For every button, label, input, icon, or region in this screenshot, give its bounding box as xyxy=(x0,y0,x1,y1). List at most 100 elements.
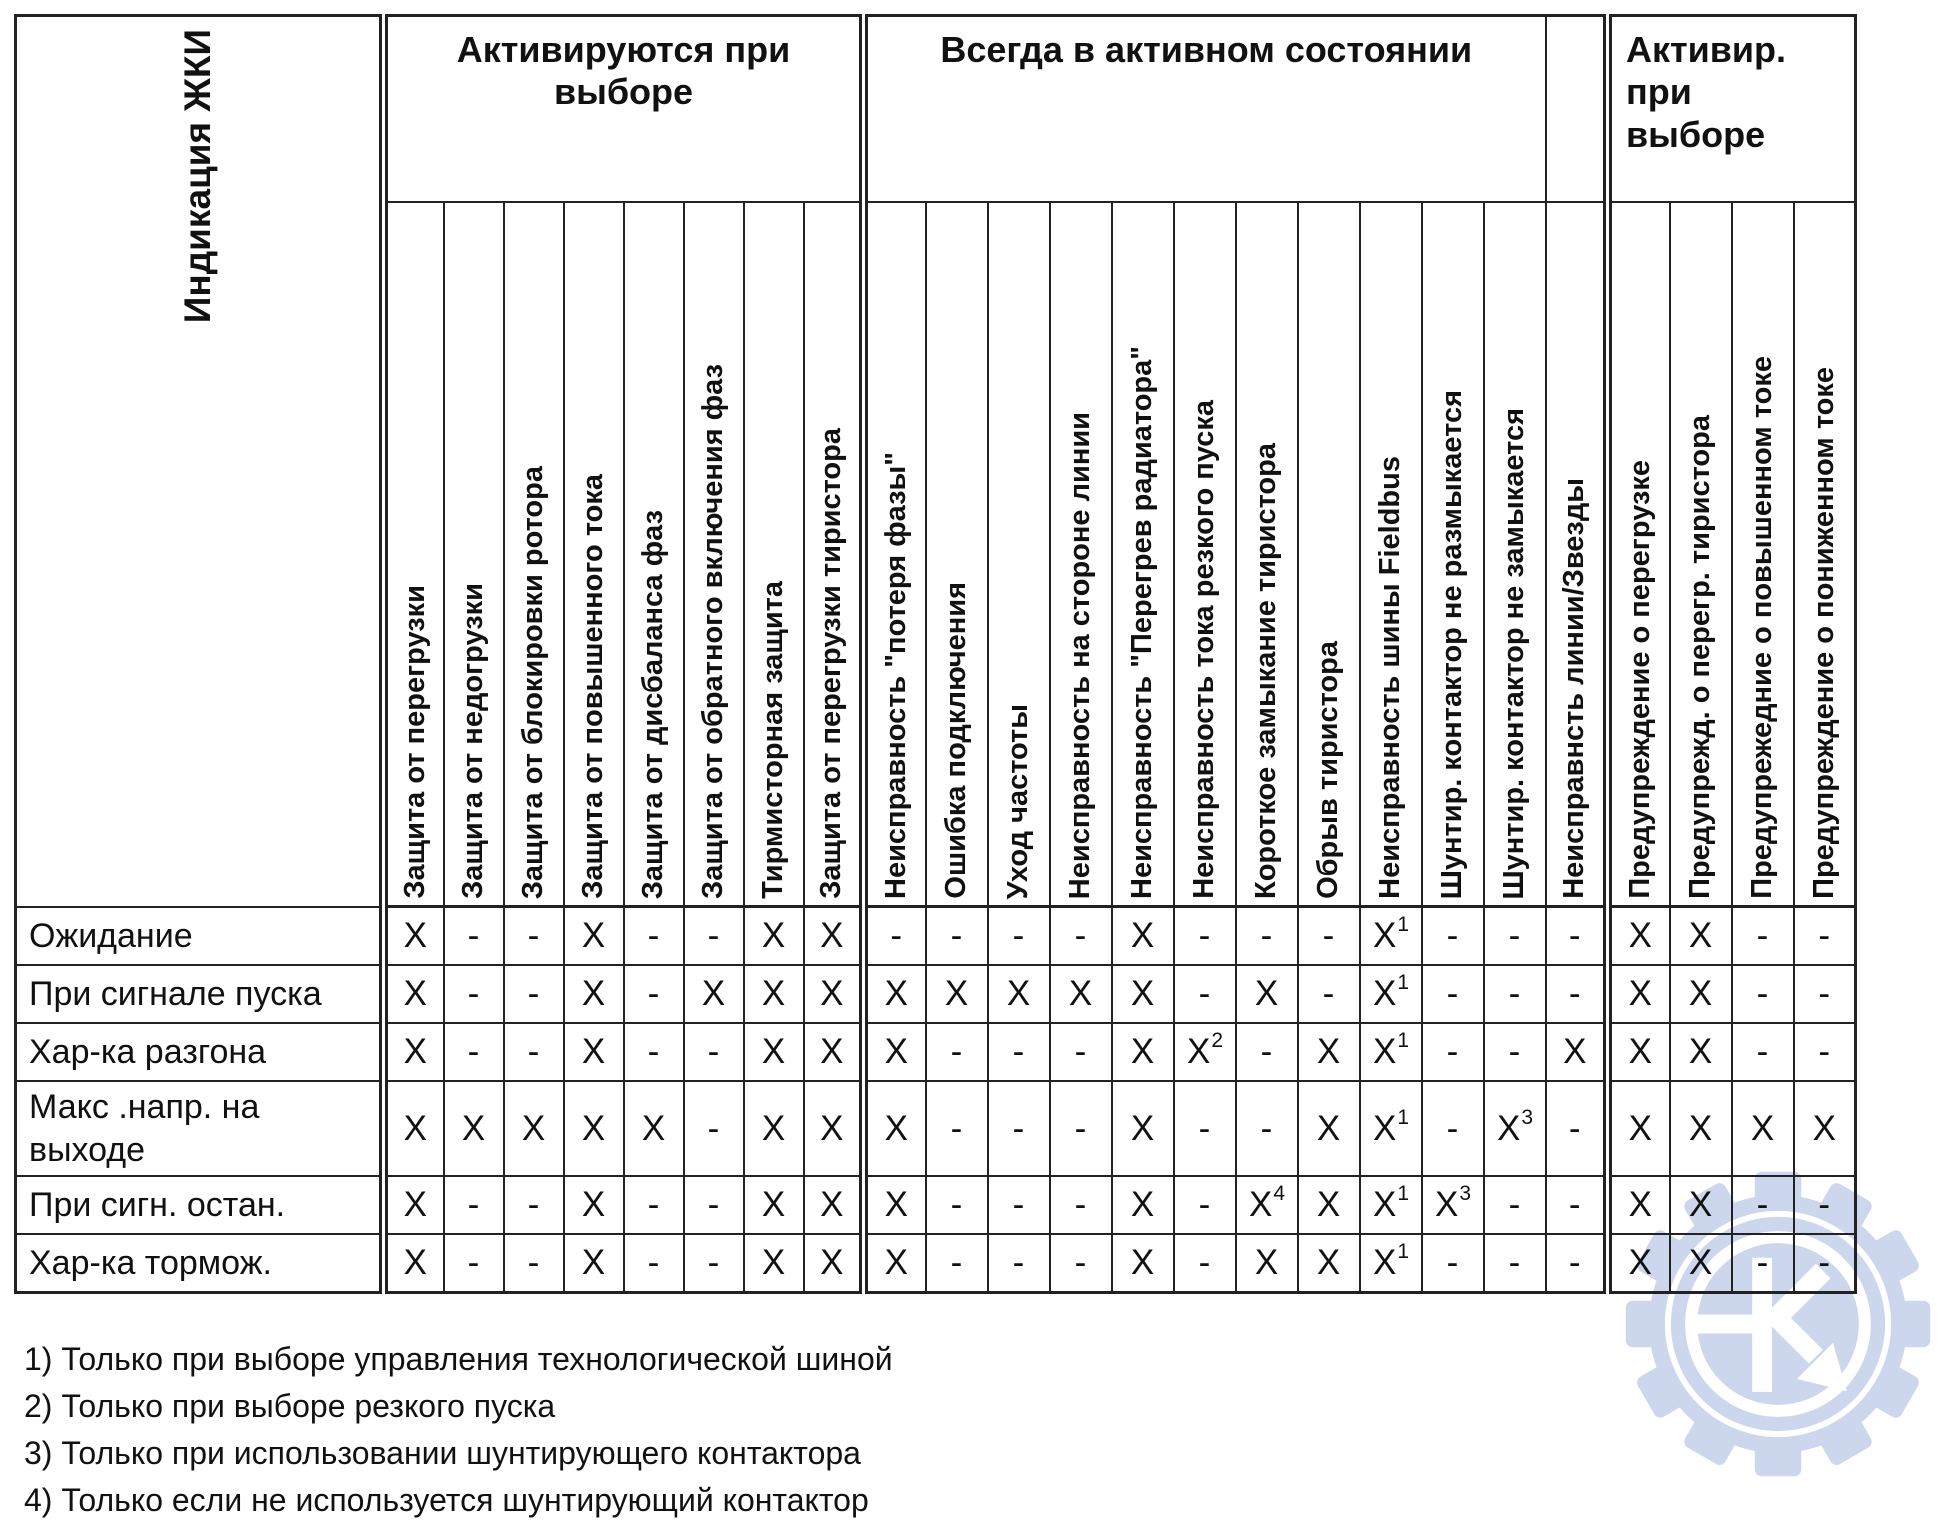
matrix-cell: X xyxy=(1110,1022,1175,1082)
corner-header: Индикация ЖКИ xyxy=(14,14,385,908)
matrix-cell: - xyxy=(924,1080,989,1177)
matrix-cell: X1 xyxy=(1358,1233,1423,1294)
matrix-cell: - xyxy=(622,1022,685,1082)
matrix-cell: - xyxy=(1792,1022,1857,1082)
matrix-cell: - xyxy=(1730,1022,1795,1082)
column-header-label: Защита от блокировки ротора xyxy=(517,465,549,899)
table-row: Ожидание X - - X - - X X - - - - X - - - X1- - - X X - - xyxy=(14,905,1857,966)
matrix-cell: - xyxy=(502,905,565,966)
column-header: Шунтир. контактор не замыкается xyxy=(1482,201,1547,908)
matrix-cell: X xyxy=(859,1175,927,1235)
matrix-cell: X xyxy=(502,1080,565,1177)
row-label: При сигнале пуска xyxy=(14,964,385,1024)
row-label: При сигн. остан. xyxy=(14,1175,385,1235)
matrix-cell: - xyxy=(1482,1233,1547,1294)
matrix-cell: - xyxy=(1792,905,1857,966)
column-header: Шунтир. контактор не размыкается xyxy=(1420,201,1485,908)
matrix-cell: - xyxy=(1420,905,1485,966)
matrix-cell: - xyxy=(1544,905,1609,966)
matrix-cell: - xyxy=(1048,1233,1113,1294)
footnotes: 1) Только при выборе управления технолог… xyxy=(24,1336,893,1524)
matrix-cell: - xyxy=(1234,1080,1299,1177)
matrix-cell: X xyxy=(802,1080,865,1177)
matrix-cell: X xyxy=(1603,964,1671,1024)
matrix-cell: X xyxy=(1544,1022,1609,1082)
matrix-cell: X xyxy=(562,1175,625,1235)
matrix-cell: - xyxy=(924,1175,989,1235)
corner-header-label: Индикация ЖКИ xyxy=(177,29,219,324)
matrix-cell: X xyxy=(1668,905,1733,966)
column-header: Ошибка подключения xyxy=(924,201,989,908)
column-header: Защита от недогрузки xyxy=(442,201,505,908)
matrix-cell: X xyxy=(1668,1175,1733,1235)
matrix-cell: - xyxy=(1296,964,1361,1024)
column-header-label: Предупрежд. о перегр. тиристора xyxy=(1684,415,1716,899)
group-header-label: Активир. при выборе xyxy=(1626,29,1787,155)
matrix-cell: X xyxy=(1234,964,1299,1024)
matrix-cell: - xyxy=(1048,1175,1113,1235)
matrix-cell: - xyxy=(986,905,1051,966)
matrix-cell: - xyxy=(442,905,505,966)
column-header-label: Тирмисторная защита xyxy=(757,581,789,899)
matrix-cell: X xyxy=(379,1080,445,1177)
column-header-label: Предупреждение о перегрузке xyxy=(1623,460,1656,899)
matrix-cell: - xyxy=(1792,1175,1857,1235)
matrix-cell: - xyxy=(1482,1175,1547,1235)
column-header: Предупрежедние о повышенном токе xyxy=(1730,201,1795,908)
row-label: Ожидание xyxy=(14,905,385,966)
matrix-cell: X xyxy=(442,1080,505,1177)
matrix-cell: - xyxy=(1420,1233,1485,1294)
matrix-cell: - xyxy=(986,1022,1051,1082)
matrix-cell: X1 xyxy=(1358,1175,1423,1235)
matrix-cell: X xyxy=(859,964,927,1024)
column-header-label: Защита от обратного включения фаз xyxy=(697,364,729,899)
column-header-label: Защита от перегрузки тиристора xyxy=(815,428,848,899)
matrix-cell: X xyxy=(622,1080,685,1177)
matrix-cell: X4 xyxy=(1234,1175,1299,1235)
column-header: Предупрежд. о перегр. тиристора xyxy=(1668,201,1733,908)
matrix-cell: - xyxy=(442,1175,505,1235)
matrix-cell: - xyxy=(1172,905,1237,966)
matrix-cell: - xyxy=(1544,1233,1609,1294)
matrix-cell: X xyxy=(1110,1175,1175,1235)
matrix-cell: - xyxy=(1420,964,1485,1024)
matrix-cell: X xyxy=(1296,1080,1361,1177)
column-header: Неисправность "Перегрев радиатора" xyxy=(1110,201,1175,908)
column-header: Уход частоты xyxy=(986,201,1051,908)
matrix-cell: X xyxy=(1603,1175,1671,1235)
matrix-cell: - xyxy=(1730,1175,1795,1235)
matrix-cell: - xyxy=(682,1175,745,1235)
column-header-label: Неисправнсть линии/Звезды xyxy=(1558,478,1591,899)
matrix-cell: - xyxy=(1048,1022,1113,1082)
matrix-cell: - xyxy=(622,1233,685,1294)
matrix-cell: X1 xyxy=(1358,905,1423,966)
matrix-cell: X xyxy=(379,1233,445,1294)
matrix-cell: X xyxy=(1048,964,1113,1024)
column-header: Предупреждение о пониженном токе xyxy=(1792,201,1857,908)
matrix-cell: X xyxy=(1668,1233,1733,1294)
matrix-cell: - xyxy=(1544,964,1609,1024)
matrix-cell: X1 xyxy=(1358,964,1423,1024)
matrix-cell: X xyxy=(379,1175,445,1235)
row-label: Хар-ка разгона xyxy=(14,1022,385,1082)
matrix-cell: - xyxy=(924,1022,989,1082)
matrix-cell: - xyxy=(1730,964,1795,1024)
column-header-label: Неисправность "потеря фазы" xyxy=(879,452,912,899)
matrix-cell: X xyxy=(1110,1080,1175,1177)
column-header: Предупреждение о перегрузке xyxy=(1603,201,1671,908)
matrix-cell: X xyxy=(1668,1080,1733,1177)
matrix-cell: - xyxy=(924,1233,989,1294)
matrix-cell: - xyxy=(1420,1080,1485,1177)
matrix-cell: - xyxy=(442,964,505,1024)
column-header-label: Защита от повышенного тока xyxy=(577,474,609,899)
matrix-cell: X xyxy=(802,905,865,966)
matrix-body: Ожидание X - - X - - X X - - - - X - - - X1- - - X X - - При сиг… xyxy=(14,905,1857,1294)
column-header: Неисправнсть линии/Звезды xyxy=(1544,201,1609,908)
column-header-label: Защита от недогрузки xyxy=(457,583,489,899)
column-header-label: Шунтир. контактор не размыкается xyxy=(1436,389,1468,899)
matrix-cell: - xyxy=(502,1175,565,1235)
matrix-cell: X xyxy=(859,1080,927,1177)
column-header-label: Неисправность тока резкого пуска xyxy=(1188,400,1220,899)
matrix-cell: - xyxy=(502,1022,565,1082)
matrix-cell: - xyxy=(1730,1233,1795,1294)
